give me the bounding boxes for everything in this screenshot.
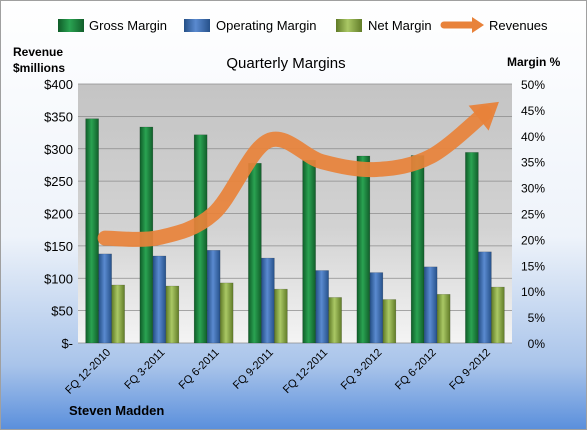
right-tick-label: 25% — [521, 208, 545, 222]
legend-item-revenues: Revenues — [440, 17, 548, 33]
net-margin-bar — [274, 288, 288, 344]
legend-swatch-gross-margin — [58, 19, 84, 32]
legend-arrow-revenues — [472, 17, 484, 33]
net-margin-bar — [491, 286, 505, 344]
right-tick-label: 40% — [521, 130, 545, 144]
legend-item-gross-margin: Gross Margin — [58, 18, 167, 33]
gross-margin-bar — [193, 134, 208, 344]
right-axis-title: Margin % — [507, 55, 561, 69]
operating-margin-bar — [261, 257, 275, 344]
chart-title: Quarterly Margins — [226, 55, 345, 72]
gross-margin-bar — [248, 163, 262, 344]
operating-margin-bar — [423, 266, 438, 344]
left-tick-label: $350 — [44, 109, 73, 124]
right-tick-label: 5% — [528, 311, 546, 325]
operating-margin-bar — [369, 272, 384, 344]
right-tick-label: 15% — [521, 259, 545, 273]
right-tick-label: 20% — [521, 233, 545, 247]
revenue-arrowhead — [468, 101, 499, 131]
left-tick-label: $200 — [44, 207, 73, 222]
right-axis: 0% 5% 10% 15% 20% 25% 30% 35% 40% 45% 50% — [521, 78, 545, 351]
legend-label-revenues: Revenues — [489, 18, 548, 33]
net-margin-bar — [436, 294, 451, 344]
legend-item-net-margin: Net Margin — [336, 18, 432, 33]
operating-margin-bar — [206, 250, 221, 344]
right-tick-label: 45% — [521, 104, 545, 118]
gross-margin-bar — [356, 155, 371, 344]
net-margin-bar — [165, 285, 180, 344]
gross-margin-bar — [302, 159, 316, 344]
operating-margin-bar — [98, 253, 112, 344]
revenue-line-path — [97, 105, 493, 247]
left-tick-label: $150 — [44, 239, 73, 254]
legend-swatch-operating-margin — [184, 19, 210, 32]
left-tick-label: $250 — [44, 174, 73, 189]
left-tick-label: $300 — [44, 142, 73, 157]
net-margin-bar — [219, 282, 234, 344]
gross-margin-bar — [465, 152, 479, 344]
right-tick-label: 50% — [521, 78, 545, 92]
left-tick-label: $100 — [44, 271, 73, 286]
left-tick-label: $- — [61, 336, 73, 351]
legend-item-operating-margin: Operating Margin — [184, 18, 316, 33]
left-axis: $- $50 $100 $150 $200 $250 $300 $350 $400 — [44, 77, 73, 351]
right-tick-label: 35% — [521, 156, 545, 170]
gross-margin-bar — [85, 118, 99, 344]
operating-margin-bar — [478, 251, 492, 344]
net-margin-bar — [382, 299, 397, 344]
legend-label-net-margin: Net Margin — [368, 18, 432, 33]
net-margin-bar — [328, 297, 342, 344]
legend-label-gross-margin: Gross Margin — [89, 18, 167, 33]
legend: Gross Margin Operating Margin Net Margin… — [58, 17, 548, 33]
right-tick-label: 0% — [528, 337, 546, 351]
legend-swatch-net-margin — [336, 19, 362, 32]
legend-label-operating-margin: Operating Margin — [216, 18, 316, 33]
left-tick-label: $50 — [51, 304, 73, 319]
left-tick-label: $400 — [44, 77, 73, 92]
company-label: Steven Madden — [69, 403, 164, 418]
operating-margin-bar — [315, 270, 329, 344]
gross-margin-bar — [410, 155, 425, 344]
left-axis-title-line1: Revenue — [13, 45, 63, 59]
revenue-line — [97, 101, 499, 247]
net-margin-bar — [111, 284, 125, 344]
operating-margin-bar — [152, 255, 167, 344]
bars — [85, 118, 505, 344]
right-tick-label: 30% — [521, 182, 545, 196]
left-axis-title-line2: $millions — [13, 61, 65, 75]
right-tick-label: 10% — [521, 285, 545, 299]
